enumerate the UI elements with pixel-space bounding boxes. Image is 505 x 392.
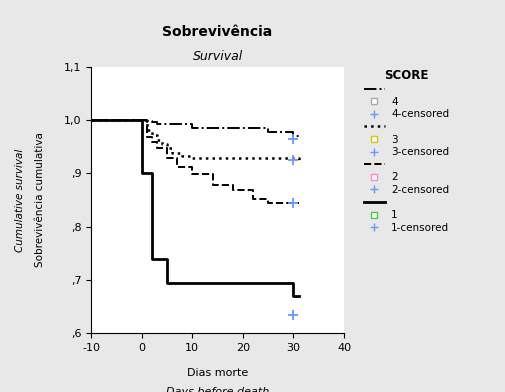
- Text: Dias morte: Dias morte: [186, 368, 248, 378]
- Text: Survival: Survival: [192, 50, 242, 63]
- Text: Days before death: Days before death: [166, 387, 269, 392]
- Text: Sobrevivência: Sobrevivência: [162, 25, 272, 39]
- Text: Cumulative survival: Cumulative survival: [15, 148, 25, 252]
- Text: Sobrevivência cumulativa: Sobrevivência cumulativa: [35, 132, 45, 267]
- Legend: , 4, 4-censored, , 3, 3-censored, , 2, 2-censored, , 1, 1-censored: , 4, 4-censored, , 3, 3-censored, , 2, 2…: [361, 67, 450, 235]
